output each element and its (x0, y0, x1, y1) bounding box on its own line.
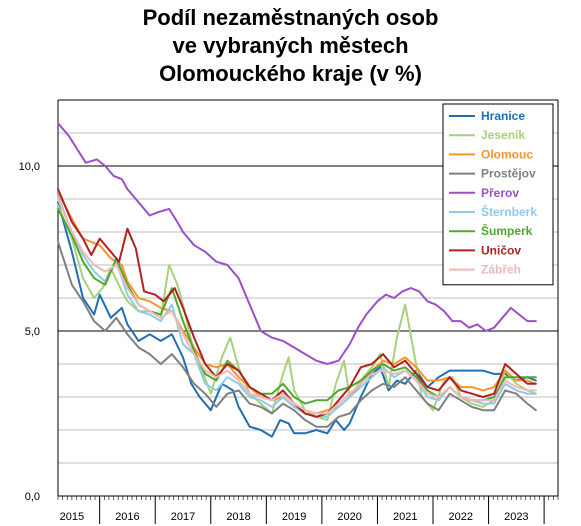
x-tick-label: 2023 (504, 511, 528, 523)
legend: Hranice Jeseník Olomouc Prostějov Přerov Šter… (442, 103, 554, 286)
chart-title: Podíl nezaměstnaných osob ve vybraných m… (0, 4, 581, 88)
x-tick-label: 2019 (282, 511, 306, 523)
legend-label: Šternberk (481, 204, 537, 219)
x-tick-label: 2017 (171, 511, 195, 523)
legend-label: Olomouc (481, 147, 533, 161)
series-line (57, 122, 537, 365)
y-tick-label: 10,0 (19, 161, 40, 173)
legend-label: Šumperk (481, 223, 533, 238)
series-layer (57, 122, 537, 438)
series-line (57, 198, 537, 415)
legend-label: Přerov (481, 186, 519, 200)
series-line (57, 201, 537, 438)
legend-label: Hranice (481, 109, 525, 123)
x-tick-label: 2020 (337, 511, 361, 523)
series-line (57, 240, 537, 428)
chart-title-line-1: Podíl nezaměstnaných osob (142, 5, 439, 30)
y-tick-label: 0,0 (25, 491, 40, 503)
legend-label: Jeseník (481, 128, 525, 142)
chart-title-line-3: Olomouckého kraje (v %) (159, 61, 422, 86)
x-tick-label: 2016 (115, 511, 139, 523)
x-tick-label: 2022 (449, 511, 473, 523)
legend-label: Uničov (481, 243, 521, 257)
x-tick-label: 2015 (60, 511, 84, 523)
legend-label: Zábřeh (481, 263, 521, 277)
legend-box (442, 103, 554, 286)
y-tick-label: 5,0 (25, 326, 40, 338)
x-tick-label: 2021 (393, 511, 417, 523)
series-line (57, 188, 537, 418)
x-tick-label: 2018 (226, 511, 250, 523)
chart-title-line-2: ve vybraných městech (172, 33, 409, 58)
legend-label: Prostějov (481, 167, 536, 181)
axis-layer: 0,0 5,0 10,0 2015 2016 2017 2018 2019 2020 2021 20… (19, 99, 559, 524)
